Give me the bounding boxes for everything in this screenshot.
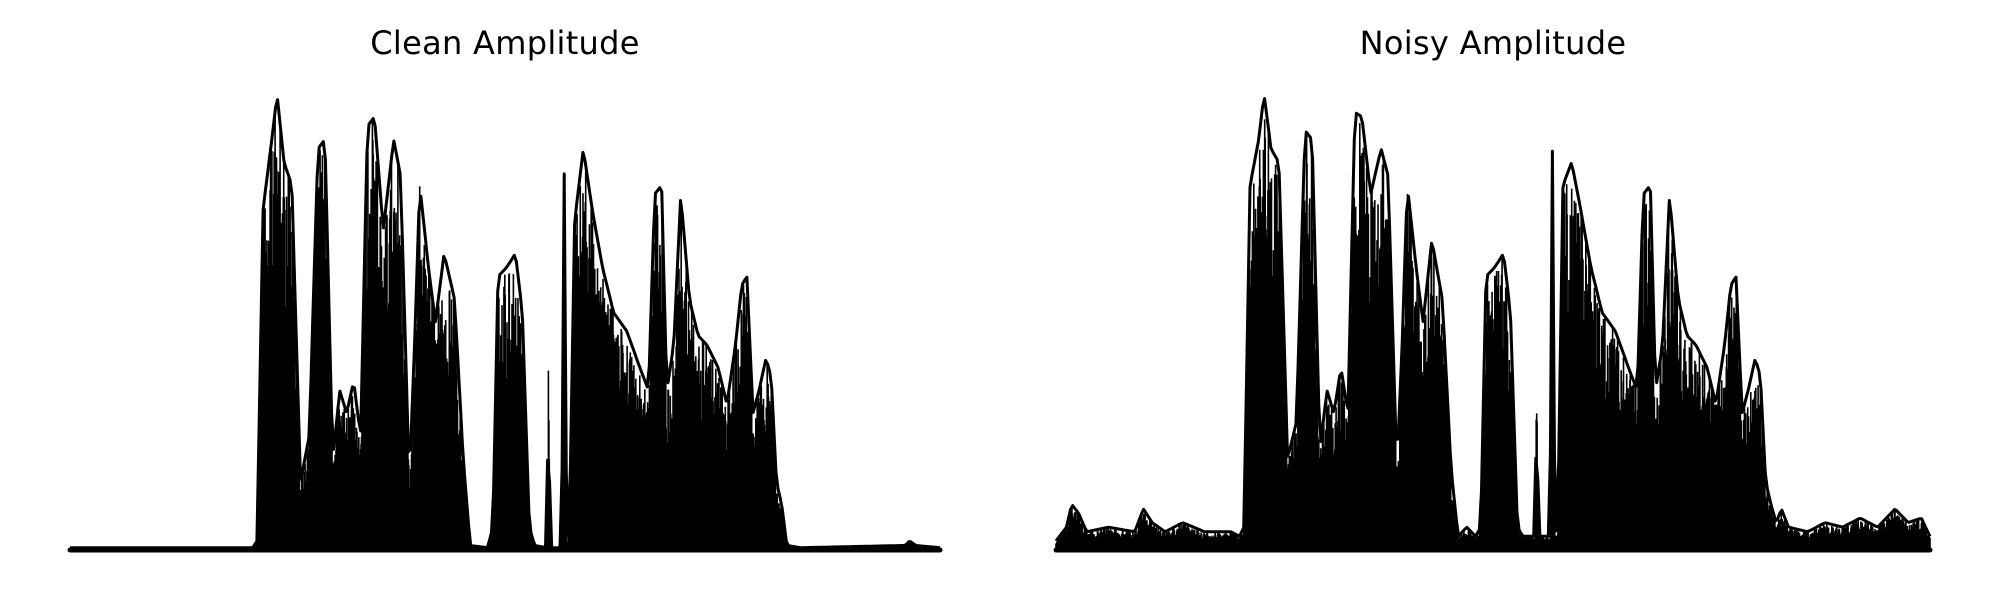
clean-amplitude-panel: Clean Amplitude: [67, 0, 943, 600]
waveform-series: [1055, 119, 1931, 550]
chart-title: Noisy Amplitude: [1359, 24, 1627, 62]
noisy-amplitude-panel: Noisy Amplitude: [1053, 0, 1933, 600]
chart-title: Clean Amplitude: [370, 24, 640, 62]
noisy-amplitude-waveform: [1053, 97, 1933, 553]
clean-amplitude-waveform: [67, 98, 943, 553]
waveform-envelope: [1054, 97, 1932, 542]
waveform-series: [69, 113, 941, 550]
